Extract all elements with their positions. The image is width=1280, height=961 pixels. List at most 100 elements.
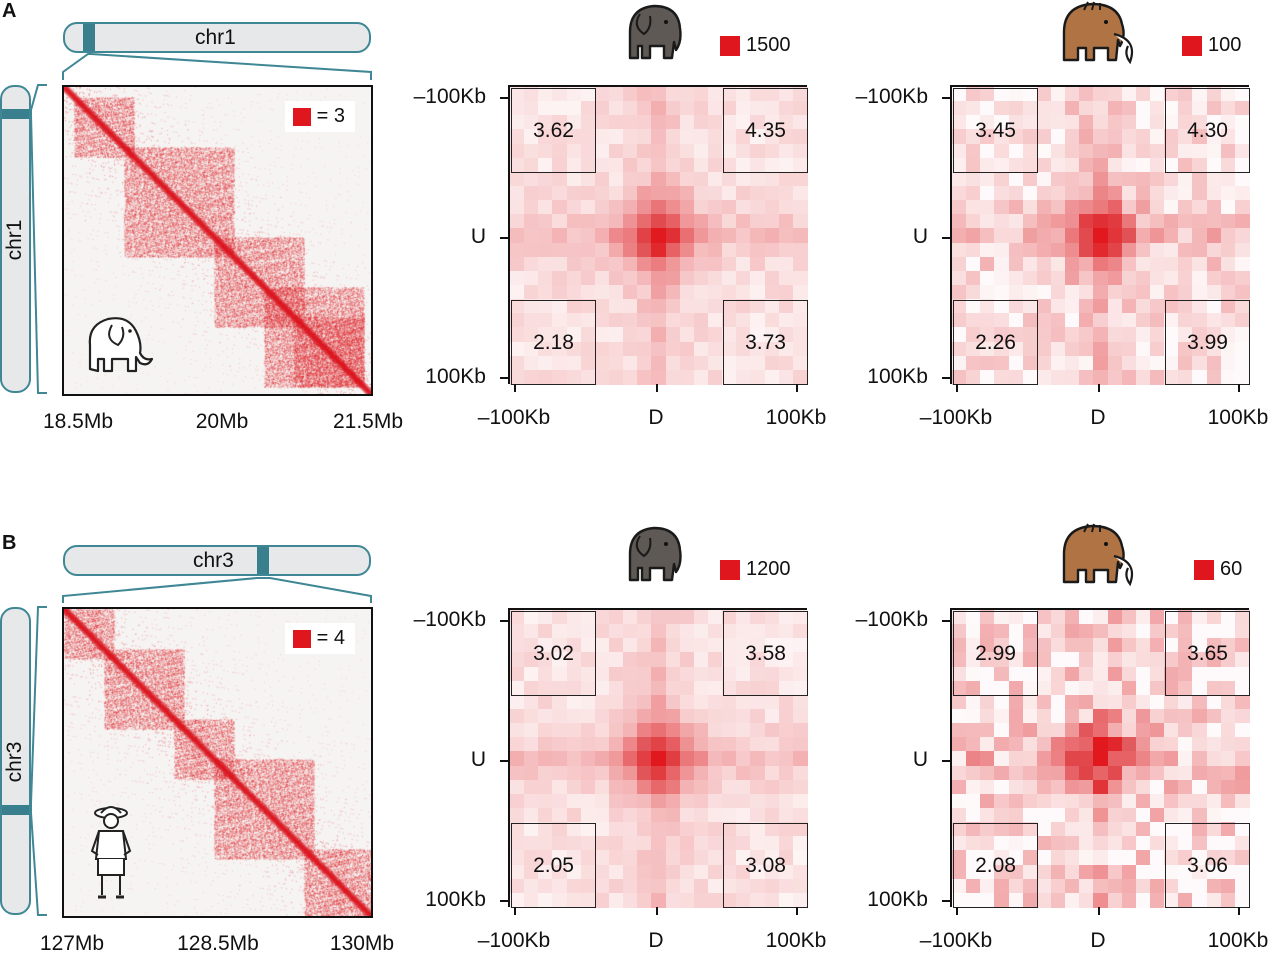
apa-cell [1164, 694, 1179, 710]
apa-cell [1036, 171, 1052, 187]
apa-cell [524, 355, 539, 371]
apa-cell [580, 129, 596, 145]
apa-cell [792, 87, 808, 102]
apa-color-legend: 1200 [720, 558, 791, 581]
apa-cell [665, 652, 681, 668]
apa-cell [623, 101, 638, 116]
apa-cell [510, 242, 525, 258]
apa-cell [1164, 779, 1179, 795]
apa-cell [764, 652, 780, 668]
apa-cell [778, 709, 794, 724]
apa-cell [679, 256, 695, 272]
apa-x-tick: –100Kb [919, 406, 993, 429]
apa-cell [1022, 313, 1038, 329]
apa-cell [623, 313, 638, 329]
apa-x-tick: D [648, 406, 664, 429]
apa-cell [693, 341, 709, 357]
apa-cell [538, 610, 554, 625]
apa-cell [524, 200, 539, 215]
apa-cell [1079, 327, 1095, 343]
apa-plot: 2.99 3.65 2.08 3.06 [950, 608, 1250, 908]
apa-cell [1093, 115, 1109, 131]
apa-cell [966, 355, 981, 371]
apa-cell [623, 892, 638, 908]
apa-cell [952, 101, 967, 116]
apa-cell [693, 723, 709, 738]
apa-cell [1079, 779, 1095, 795]
apa-cell [623, 171, 638, 187]
apa-cell [594, 610, 610, 625]
apa-cell [524, 751, 539, 767]
apa-cell [566, 723, 582, 738]
apa-cell [1022, 115, 1038, 131]
apa-cell [1206, 214, 1222, 230]
apa-cell [1022, 143, 1038, 159]
apa-cell [1121, 285, 1137, 300]
apa-cell [1008, 666, 1024, 682]
apa-y-tick: –100Kb [855, 608, 928, 631]
apa-cell [750, 737, 766, 753]
apa-cell [792, 892, 808, 908]
apa-cell [1121, 228, 1137, 244]
apa-cell [580, 765, 596, 781]
apa-cell [966, 892, 981, 908]
apa-plot: 3.45 4.30 2.26 3.99 [950, 85, 1250, 385]
apa-cell [665, 610, 681, 625]
apa-cell [1234, 87, 1250, 102]
apa-cell [1107, 157, 1123, 173]
apa-cell [994, 751, 1010, 767]
apa-cell [665, 751, 681, 767]
apa-cell [1008, 214, 1024, 230]
apa-cell [708, 638, 723, 654]
apa-corner-value-bottom-left: 2.08 [953, 823, 1038, 908]
apa-cell [722, 709, 737, 724]
apa-cell [665, 624, 681, 639]
apa-corner-value-top-left: 3.62 [511, 88, 596, 173]
apa-cell [594, 638, 610, 654]
apa-cell [693, 737, 709, 753]
apa-cell [594, 765, 610, 781]
apa-cell [1022, 214, 1038, 230]
apa-cell [510, 143, 525, 159]
apa-cell [1065, 610, 1080, 625]
apa-cell [1164, 256, 1179, 272]
apa-cell [524, 808, 539, 823]
apa-cell [1206, 200, 1222, 215]
apa-cell [1022, 171, 1038, 187]
apa-cell [1008, 369, 1024, 385]
apa-cell [736, 256, 752, 272]
apa-cell [623, 186, 638, 201]
apa-cell [994, 836, 1010, 852]
apa-cell [1008, 313, 1024, 329]
apa-cell [594, 892, 610, 908]
apa-cell [994, 638, 1010, 654]
apa-cell [1178, 765, 1194, 781]
chromosome-label: chr1 [195, 26, 236, 49]
apa-cell [552, 355, 568, 371]
apa-cell [594, 327, 610, 343]
apa-cell [1206, 186, 1222, 201]
apa-corner-value-top-left: 2.99 [953, 611, 1038, 696]
apa-cell [609, 666, 624, 682]
apa-cell [1220, 751, 1236, 767]
apa-cell [524, 327, 539, 343]
apa-cell [1135, 200, 1151, 215]
apa-cell [764, 115, 780, 131]
apa-cell [778, 638, 794, 654]
apa-cell [1192, 723, 1208, 738]
apa-cell [792, 694, 808, 710]
apa-cell [1150, 666, 1165, 682]
apa-cell [764, 171, 780, 187]
apa-cell [524, 157, 539, 173]
apa-cell [552, 737, 568, 753]
apa-cell [1192, 87, 1208, 102]
apa-cell [1036, 355, 1052, 371]
apa-cell [609, 101, 624, 116]
apa-cell [580, 737, 596, 753]
apa-cell [510, 369, 525, 385]
apa-cell [1008, 652, 1024, 668]
apa-cell [693, 680, 709, 696]
apa-cell [1065, 143, 1080, 159]
apa-cell [693, 751, 709, 767]
apa-cell [1178, 228, 1194, 244]
